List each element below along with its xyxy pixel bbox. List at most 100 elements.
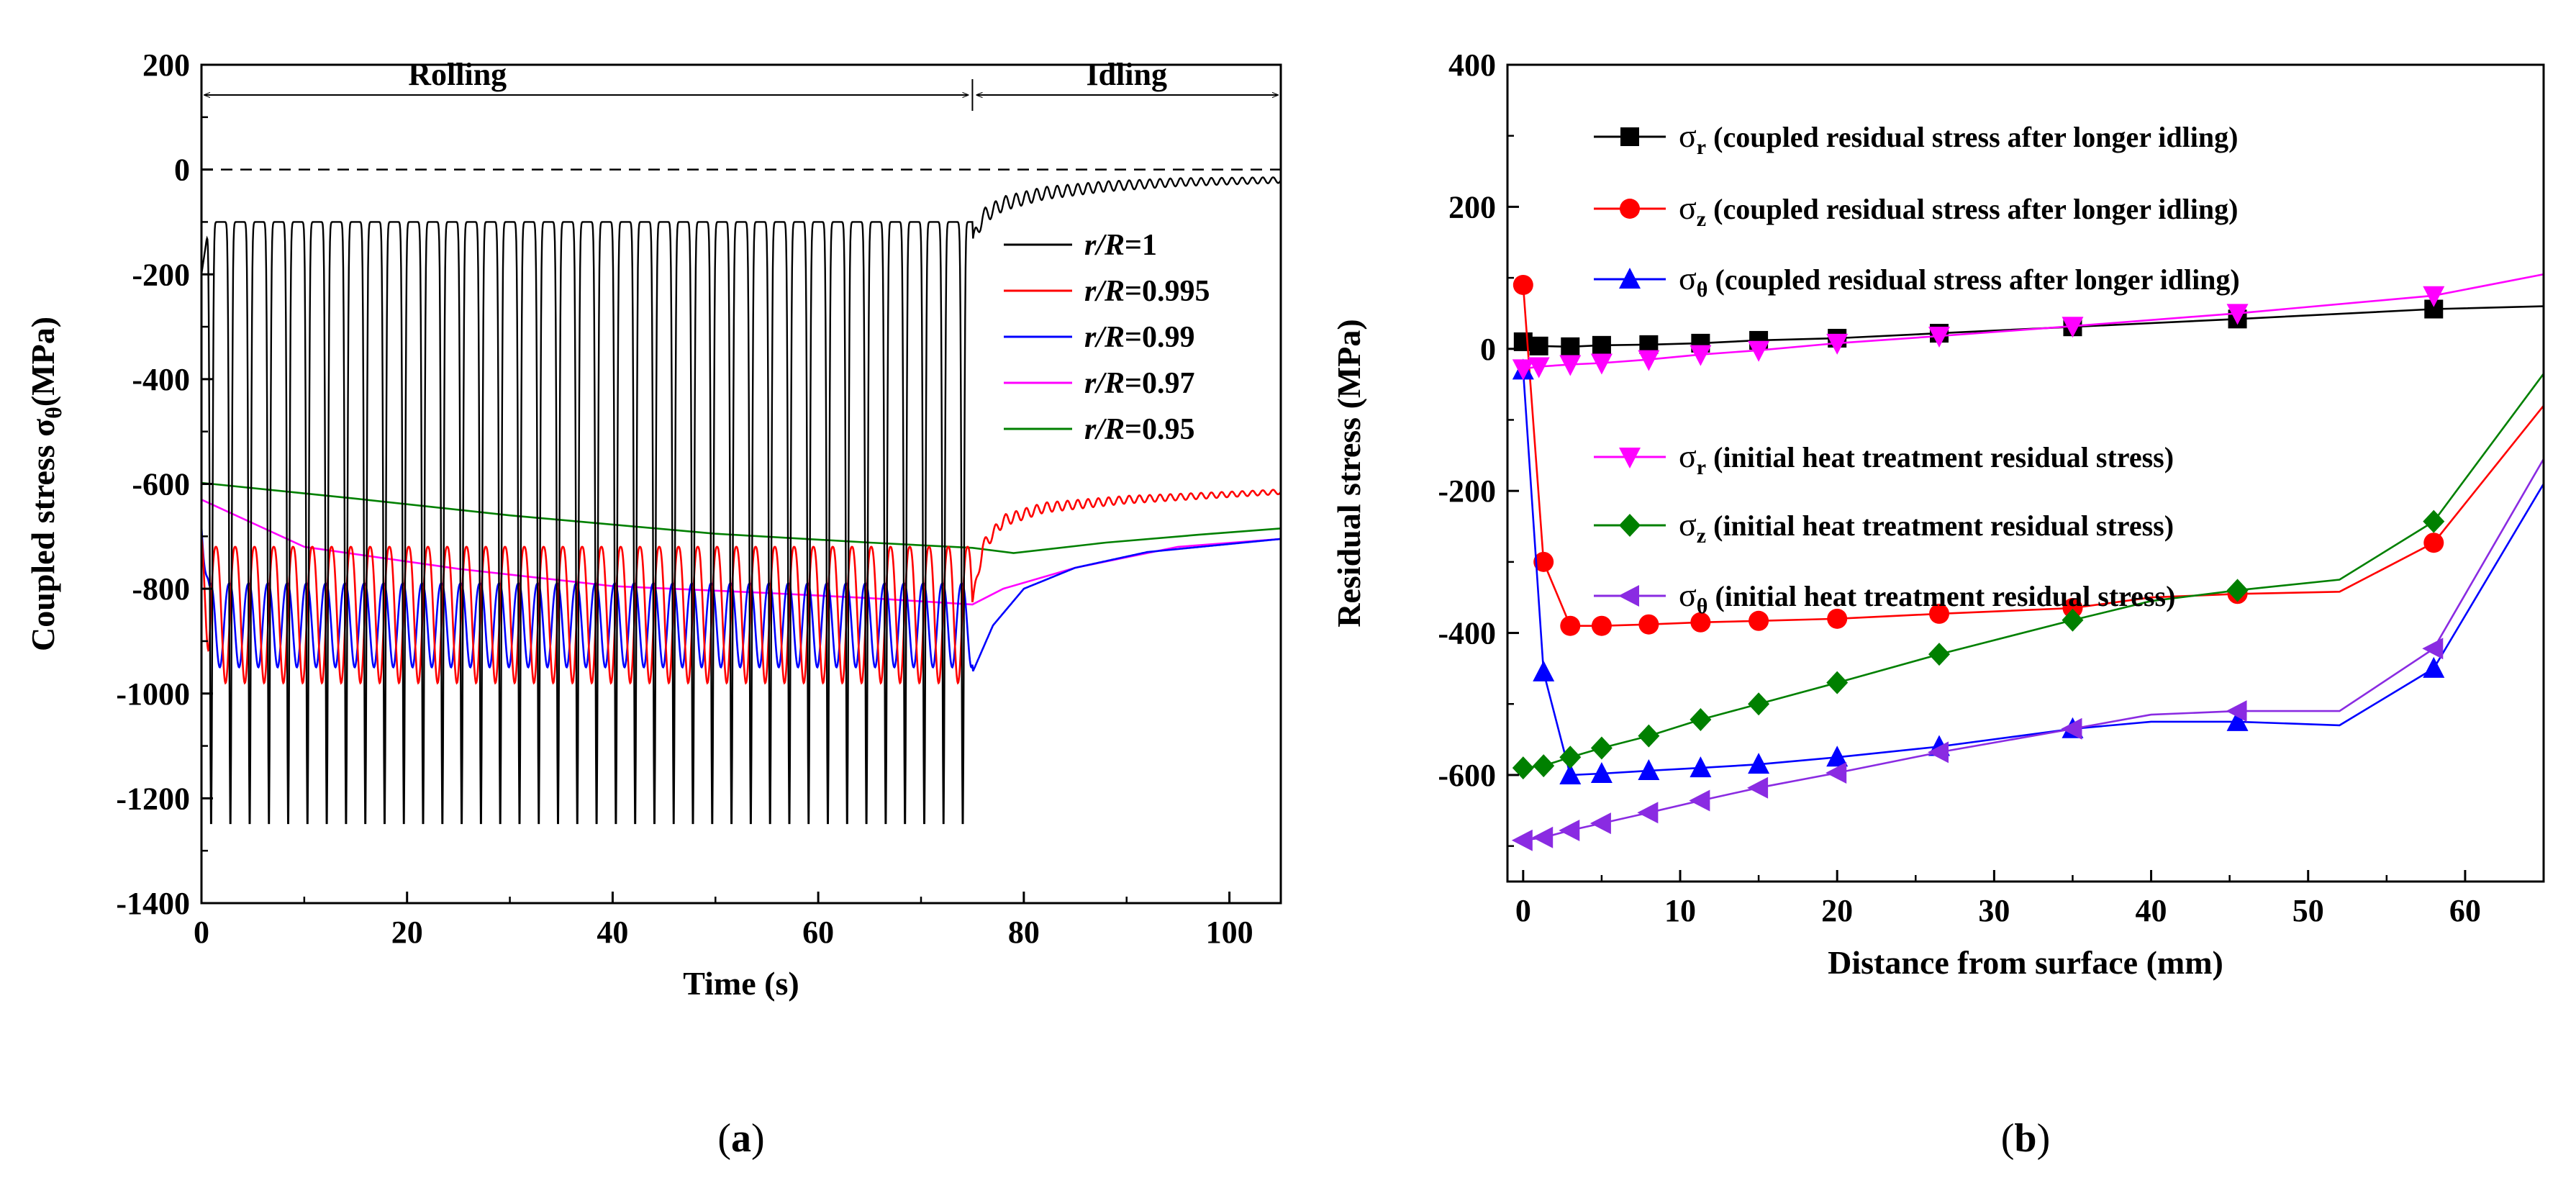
legend-entry-3: r/R=0.99 xyxy=(1084,321,1194,354)
series-3 xyxy=(1512,358,2544,784)
legend-entry-1: r/R=1 xyxy=(1084,229,1157,262)
data-point xyxy=(1638,350,1660,371)
x-tick-label: 30 xyxy=(1978,893,2010,928)
y-tick-label: 400 xyxy=(1448,47,1496,83)
panel-a-y-axis-title: Coupled stress σθ(MPa) xyxy=(24,317,66,651)
x-tick-label: 40 xyxy=(2136,893,2167,928)
data-point xyxy=(1590,761,1613,783)
data-point xyxy=(2062,598,2083,619)
y-tick-label: -600 xyxy=(132,467,190,502)
data-point xyxy=(1512,756,1534,780)
y-tick-label: 200 xyxy=(142,47,190,83)
x-tick-label: 80 xyxy=(1008,915,1040,950)
idling-phase-label: Idling xyxy=(1086,57,1167,92)
legend-entry-5: σz (initial heat treatment residual stre… xyxy=(1679,506,2174,548)
panel-b-label: (b) xyxy=(2001,1116,2050,1161)
data-point xyxy=(1533,551,1554,572)
x-tick-label: 20 xyxy=(1821,893,1853,928)
x-tick-label: 10 xyxy=(1664,893,1696,928)
data-point xyxy=(1637,802,1659,824)
data-point xyxy=(2062,317,2084,338)
panel-a-label: (a) xyxy=(717,1116,764,1161)
y-tick-label: -400 xyxy=(132,362,190,397)
svg-text:Coupled stress σθ(MPa): Coupled stress σθ(MPa) xyxy=(24,317,66,651)
data-point xyxy=(1559,355,1582,376)
legend-entry-2: σz (coupled residual stress after longer… xyxy=(1679,189,2238,231)
series-6 xyxy=(1511,458,2544,851)
legend-entry-1: σr (coupled residual stress after longer… xyxy=(1679,117,2238,159)
data-point xyxy=(1928,643,1950,666)
y-tick-label: -400 xyxy=(1438,616,1496,651)
data-point xyxy=(1561,337,1580,356)
panel-a-frame xyxy=(200,63,1282,905)
data-point xyxy=(1532,826,1554,848)
x-tick-label: 60 xyxy=(802,915,834,950)
x-tick-label: 40 xyxy=(597,915,628,950)
y-tick-label: 0 xyxy=(1480,332,1496,367)
data-point xyxy=(1559,746,1582,769)
panel-a-y-axis-title-unit: (MPa) xyxy=(24,317,61,407)
data-point xyxy=(1826,761,1847,784)
panel-b-legend: σr (coupled residual stress after longer… xyxy=(1594,117,2240,618)
data-point xyxy=(1690,707,1712,731)
data-point xyxy=(1826,671,1849,694)
panel-b: 0 10 20 30 40 50 60 -600 -400 -200 0 200 400 σr (cou… xyxy=(1330,47,2545,1161)
y-tick-label: -1200 xyxy=(116,781,190,816)
data-point xyxy=(1592,335,1611,355)
y-tick-label: 200 xyxy=(1448,189,1496,225)
data-point xyxy=(2226,700,2247,722)
panel-b-frame xyxy=(1506,63,2545,883)
data-point xyxy=(1826,746,1849,767)
svg-text:Residual stress (MPa): Residual stress (MPa) xyxy=(1330,319,1367,627)
data-point xyxy=(2061,717,2082,740)
data-point xyxy=(1560,615,1581,636)
series-line-r-R-1 xyxy=(200,176,1282,825)
data-point xyxy=(1747,776,1769,799)
x-tick-label: 20 xyxy=(391,915,423,950)
legend-marker-3 xyxy=(1619,268,1641,289)
panel-b-x-axis-title: Distance from surface (mm) xyxy=(1828,944,2223,981)
panel-a: 0 20 40 60 80 100 -1400 -1200 -1000 -800 -600 -400 -… xyxy=(24,47,1282,1161)
data-point xyxy=(2062,608,2084,632)
data-point xyxy=(1533,754,1555,778)
y-tick-label: -800 xyxy=(132,571,190,607)
y-tick-label: 0 xyxy=(174,153,190,188)
panel-a-plot-area xyxy=(200,168,1282,825)
data-point xyxy=(1827,608,1848,629)
data-point xyxy=(2423,286,2445,307)
legend-entry-3: σθ (coupled residual stress after longer… xyxy=(1679,260,2240,302)
series-line xyxy=(1523,373,2544,769)
data-point xyxy=(1690,345,1712,366)
data-point xyxy=(1528,357,1550,379)
data-point xyxy=(2226,710,2249,731)
data-point xyxy=(1559,819,1580,841)
data-point xyxy=(1748,692,1770,716)
x-tick-label: 60 xyxy=(2449,893,2481,928)
data-point xyxy=(2422,638,2444,660)
panel-a-x-axis-title: Time (s) xyxy=(683,965,799,1002)
legend-entry-4: r/R=0.97 xyxy=(1084,367,1194,400)
legend-marker-2 xyxy=(1620,199,1640,219)
data-point xyxy=(2423,533,2444,553)
y-tick-label: -1400 xyxy=(116,886,190,921)
panel-b-plot-area xyxy=(1511,273,2544,851)
x-tick-label: 100 xyxy=(1206,915,1253,950)
data-point xyxy=(1748,753,1770,774)
data-point xyxy=(1929,603,1949,624)
legend-marker-5 xyxy=(1619,514,1641,537)
x-tick-label: 0 xyxy=(1515,893,1531,928)
legend-marker-1 xyxy=(1620,127,1639,146)
y-tick-label: -1000 xyxy=(116,676,190,712)
series-4 xyxy=(1512,273,2544,381)
data-point xyxy=(1749,610,1769,631)
series-line-r-R-0-95 xyxy=(201,481,1282,554)
data-point xyxy=(1689,789,1710,812)
panel-a-legend: r/R=1 r/R=0.995 r/R=0.99 r/R=0.97 r/R=0.95 xyxy=(1004,229,1210,446)
y-tick-label: -600 xyxy=(1438,758,1496,793)
data-point xyxy=(2423,656,2445,678)
panel-b-label-letter: b xyxy=(2014,1116,2036,1161)
data-point xyxy=(1590,736,1613,760)
data-point xyxy=(2226,304,2249,325)
panel-a-ticks: 0 20 40 60 80 100 -1400 -1200 -1000 -800 -600 -400 -… xyxy=(116,47,1253,950)
